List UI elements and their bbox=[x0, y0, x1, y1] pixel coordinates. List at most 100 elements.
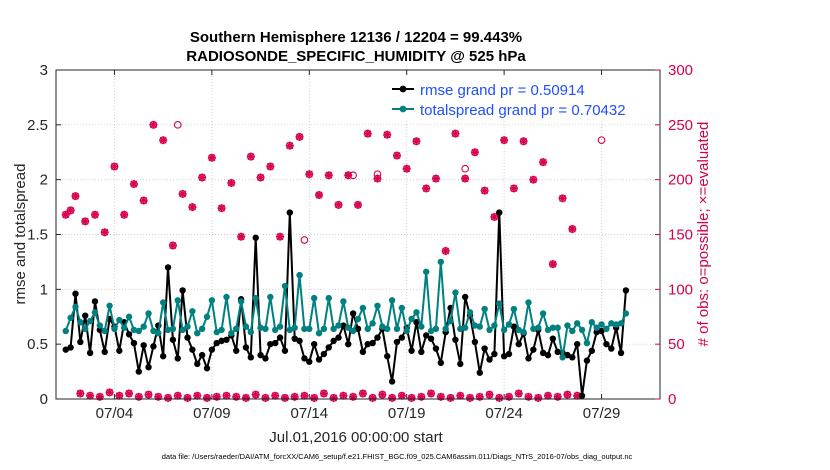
obs-evaluated-point bbox=[427, 389, 436, 398]
totalspread-point bbox=[164, 326, 172, 334]
obs-evaluated-point bbox=[256, 173, 265, 182]
obs-evaluated-point bbox=[134, 392, 143, 401]
obs-evaluated-point bbox=[149, 120, 158, 129]
obs-evaluated-point bbox=[100, 228, 109, 237]
legend-marker-rmse bbox=[399, 85, 407, 93]
obs-evaluated-point bbox=[198, 173, 207, 182]
rmse-point bbox=[335, 334, 342, 341]
star-stroke bbox=[408, 394, 416, 402]
obs-evaluated-point bbox=[105, 388, 114, 397]
rmse-point bbox=[125, 331, 133, 338]
totalspread-point bbox=[125, 313, 133, 320]
rmse-point bbox=[169, 336, 177, 343]
obs-evaluated-point bbox=[203, 393, 211, 402]
obs-evaluated-point bbox=[529, 175, 538, 184]
rmse-point bbox=[116, 347, 123, 354]
star-stroke bbox=[310, 394, 318, 402]
totalspread-point bbox=[116, 316, 123, 324]
star-stroke bbox=[252, 391, 260, 399]
totalspread-point bbox=[608, 320, 615, 327]
obs-evaluated-point bbox=[120, 210, 129, 219]
rmse-point bbox=[476, 369, 483, 376]
star-stroke bbox=[515, 390, 523, 398]
star-stroke bbox=[198, 173, 206, 181]
totalspread-point bbox=[179, 326, 186, 334]
obs-evaluated-point bbox=[363, 129, 372, 138]
totalspread-point bbox=[155, 330, 162, 337]
totalspread-point bbox=[184, 323, 191, 330]
star-stroke bbox=[86, 392, 94, 400]
star-stroke bbox=[451, 130, 459, 138]
star-stroke bbox=[490, 213, 498, 221]
y-tick-label-right: 100 bbox=[668, 281, 693, 298]
star-stroke bbox=[149, 121, 157, 129]
obs-evaluated-point bbox=[95, 392, 104, 401]
star-stroke bbox=[481, 187, 489, 195]
rmse-point bbox=[617, 349, 625, 357]
obs-evaluated-point bbox=[290, 392, 299, 401]
rmse-point bbox=[427, 335, 435, 342]
obs-evaluated-point bbox=[422, 184, 431, 193]
obs-evaluated-point bbox=[558, 194, 567, 203]
totalspread-point bbox=[422, 268, 430, 275]
totalspread-line bbox=[64, 260, 627, 359]
totalspread-point bbox=[218, 326, 225, 334]
footer-data-file: data file: /Users/raeder/DAI/ATM_forcXX/… bbox=[162, 452, 633, 461]
obs-evaluated-point bbox=[159, 136, 168, 145]
totalspread-point bbox=[364, 325, 371, 333]
obs-evaluated-point bbox=[125, 389, 134, 398]
obs-evaluated-point bbox=[261, 393, 270, 402]
totalspread-point bbox=[315, 330, 323, 337]
obs-evaluated-point bbox=[183, 393, 192, 402]
totalspread-point bbox=[486, 326, 493, 334]
star-stroke bbox=[559, 194, 567, 202]
totalspread-point bbox=[496, 300, 503, 307]
totalspread-point bbox=[603, 325, 610, 333]
obs-evaluated-point bbox=[441, 246, 450, 255]
totalspread-point bbox=[242, 323, 250, 330]
obs-evaluated-point bbox=[86, 391, 95, 400]
totalspread-point bbox=[237, 298, 245, 305]
totalspread-point bbox=[442, 325, 449, 333]
totalspread-point bbox=[252, 294, 259, 302]
rmse-point bbox=[179, 287, 186, 294]
star-stroke bbox=[534, 394, 542, 402]
star-stroke bbox=[281, 394, 289, 402]
rmse-point bbox=[530, 346, 537, 353]
rmse-point bbox=[569, 354, 576, 361]
totalspread-point bbox=[432, 325, 440, 333]
rmse-point bbox=[554, 348, 561, 356]
grid bbox=[56, 70, 660, 399]
rmse-point bbox=[345, 340, 352, 348]
rmse-point bbox=[262, 355, 269, 362]
totalspread-point bbox=[276, 323, 284, 330]
star-stroke bbox=[500, 136, 508, 144]
totalspread-point bbox=[82, 325, 89, 333]
rmse-point bbox=[310, 340, 318, 348]
y-tick-label-left: 0.5 bbox=[27, 336, 48, 353]
obs-evaluated-point bbox=[480, 186, 489, 195]
obs-evaluated-point bbox=[500, 136, 509, 145]
rmse-point bbox=[413, 319, 420, 326]
totalspread-point bbox=[369, 320, 376, 327]
obs-evaluated-point bbox=[402, 164, 411, 173]
totalspread-point bbox=[359, 304, 367, 312]
star-stroke bbox=[140, 197, 148, 204]
y-tick-label-left: 2.5 bbox=[27, 117, 48, 134]
star-stroke bbox=[529, 176, 537, 184]
x-tick-label: 07/14 bbox=[291, 405, 329, 422]
star-stroke bbox=[388, 394, 396, 402]
totalspread-point bbox=[228, 330, 235, 337]
totalspread-point bbox=[194, 330, 201, 337]
star-stroke bbox=[242, 394, 250, 402]
star-stroke bbox=[145, 391, 153, 399]
star-stroke bbox=[549, 260, 557, 268]
rmse-point bbox=[325, 344, 332, 351]
rmse-point bbox=[242, 344, 250, 351]
totalspread-point bbox=[500, 326, 508, 334]
obs-evaluated-point bbox=[280, 393, 289, 402]
star-stroke bbox=[179, 190, 187, 198]
obs-evaluated-point bbox=[553, 392, 562, 401]
rmse-point bbox=[62, 346, 69, 353]
rmse-point bbox=[281, 347, 289, 354]
